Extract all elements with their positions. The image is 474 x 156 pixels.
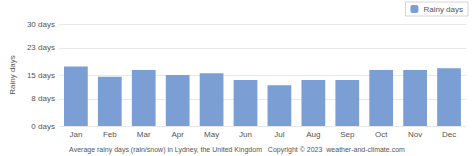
svg-text:Mar: Mar [137, 130, 151, 139]
svg-text:0 days: 0 days [31, 122, 55, 131]
svg-text:Jul: Jul [274, 130, 284, 139]
svg-text:Rainy days: Rainy days [423, 5, 463, 14]
svg-text:Aug: Aug [306, 130, 320, 139]
svg-text:Sep: Sep [340, 130, 355, 139]
svg-text:Oct: Oct [375, 130, 388, 139]
svg-text:Feb: Feb [103, 130, 117, 139]
svg-text:30 days: 30 days [27, 20, 55, 29]
svg-text:15 days: 15 days [27, 71, 55, 80]
svg-text:8 days: 8 days [31, 94, 55, 103]
svg-text:May: May [204, 130, 219, 139]
svg-text:Jan: Jan [69, 130, 82, 139]
svg-text:Rainy days: Rainy days [8, 55, 17, 95]
svg-text:23 days: 23 days [27, 43, 55, 52]
svg-text:Average rainy days (rain/snow): Average rainy days (rain/snow) in Lydney… [69, 146, 405, 154]
svg-text:Apr: Apr [171, 130, 184, 139]
svg-text:Dec: Dec [442, 130, 456, 139]
svg-text:Nov: Nov [408, 130, 422, 139]
svg-text:Jun: Jun [239, 130, 252, 139]
